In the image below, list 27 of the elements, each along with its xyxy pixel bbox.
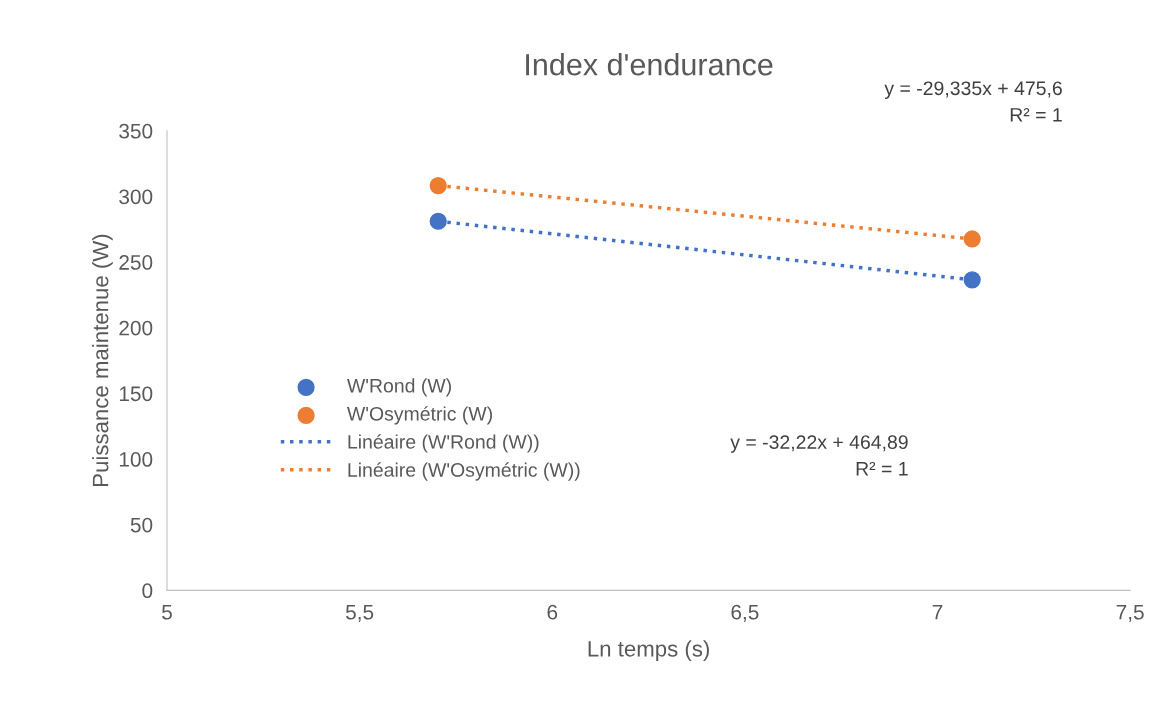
point — [429, 212, 447, 230]
annotation: y = -32,22x + 464,89 R² = 1 — [730, 435, 908, 476]
legend-label: W'Rond (W) — [347, 378, 451, 397]
x-tick-label: 7,5 — [1116, 605, 1144, 622]
legend-label: W'Osymétric (W) — [347, 406, 492, 425]
y-tick-label: 300 — [119, 189, 153, 205]
text: y = -29,335x + 475,6 R² = 1 — [884, 81, 1062, 122]
x-tick-label: 6,5 — [731, 604, 759, 622]
legend-label: Linéaire (W'Osymétric (W)) — [348, 462, 580, 481]
y-tick-label: 100 — [119, 452, 153, 467]
y-tick-label: 200 — [119, 320, 153, 336]
y-tick-label: 150 — [119, 386, 153, 402]
y-tick-label: 0 — [142, 583, 153, 599]
x-tick-label: 6 — [547, 604, 558, 620]
chart-title: Index d'endurance — [526, 53, 773, 76]
legend-label: Linéaire (W'Rond (W)) — [348, 434, 539, 453]
point — [429, 176, 447, 195]
x-tick-label: 7 — [932, 605, 943, 620]
point — [963, 271, 981, 289]
y-tick-label: 350 — [119, 123, 153, 139]
y-axis-title: Puissance maintenue (W) — [92, 234, 113, 486]
y-tick-label: 250 — [119, 255, 153, 270]
x-axis-title: Ln temps (s) — [588, 640, 709, 662]
point — [963, 230, 981, 248]
x-tick-label: 5,5 — [345, 605, 374, 622]
x-tick-label: 5 — [162, 605, 172, 620]
y-tick-label: 50 — [130, 517, 153, 533]
